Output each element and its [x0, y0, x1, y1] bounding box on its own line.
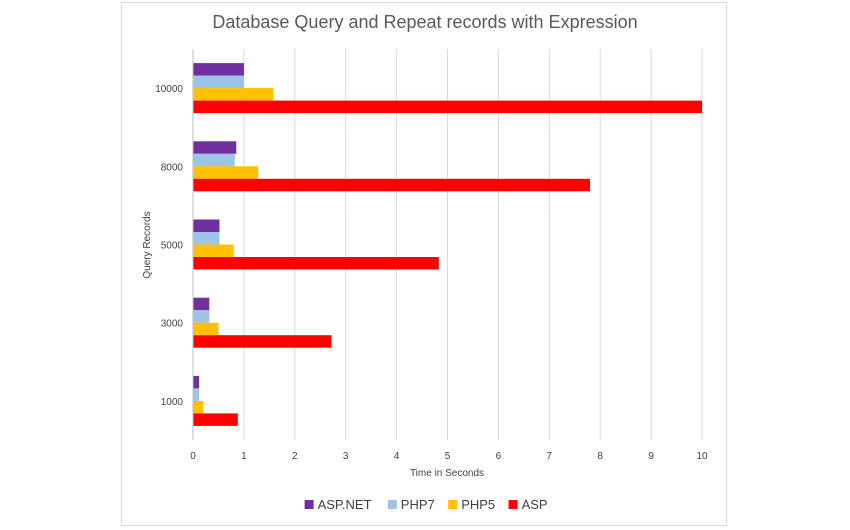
x-tick-label: 5 [445, 451, 451, 462]
bar-asp-net-10000 [193, 63, 244, 76]
legend-swatch [304, 500, 314, 509]
x-tick-labels: 0 1 2 3 4 5 6 7 8 9 10 [190, 451, 708, 462]
legend: ASP.NET PHP7 PHP5 ASP [304, 497, 548, 512]
x-tick-label: 2 [292, 451, 298, 462]
legend-label: PHP7 [401, 497, 435, 512]
legend-swatch [508, 500, 518, 509]
y-axis-title: Query Records [142, 211, 153, 278]
bar-php7-5000 [193, 232, 220, 245]
bar-php5-5000 [193, 244, 234, 257]
bar-php7-1000 [193, 388, 200, 401]
x-tick-label: 1 [241, 451, 247, 462]
x-axis-title: Time in Seconds [410, 468, 484, 479]
bar-asp-1000 [193, 413, 238, 426]
bar-asp-net-3000 [193, 297, 210, 311]
y-tick-label: 8000 [161, 162, 184, 173]
chart-container: Database Query and Repeat records with E… [121, 2, 727, 526]
chart-title: Database Query and Repeat records with E… [212, 12, 637, 32]
bar-php7-3000 [193, 310, 210, 323]
bar-asp-3000 [193, 335, 332, 348]
legend-item-asp: ASP [508, 497, 548, 512]
bar-php7-10000 [193, 75, 244, 89]
bars [193, 63, 702, 426]
x-tick-label: 7 [547, 451, 553, 462]
bar-asp-5000 [193, 257, 439, 270]
y-tick-labels: 1000 3000 5000 8000 10000 [155, 84, 183, 408]
y-tick-label: 3000 [161, 319, 184, 330]
y-tick-label: 1000 [161, 397, 184, 408]
bar-asp-10000 [193, 100, 702, 114]
x-tick-label: 4 [394, 451, 400, 462]
bar-php5-8000 [193, 166, 259, 179]
legend-swatch [448, 500, 458, 509]
x-tick-label: 0 [190, 451, 196, 462]
legend-label: ASP.NET [318, 497, 372, 512]
bar-asp-8000 [193, 178, 591, 192]
bar-asp-net-1000 [193, 375, 200, 389]
legend-item-php7: PHP7 [387, 497, 435, 512]
y-tick-label: 10000 [155, 84, 183, 95]
legend-label: ASP [522, 497, 548, 512]
legend-swatch [387, 500, 397, 509]
bar-chart: Database Query and Repeat records with E… [142, 12, 708, 512]
x-tick-label: 8 [597, 451, 603, 462]
bar-asp-net-5000 [193, 219, 220, 232]
bar-asp-net-8000 [193, 141, 237, 154]
gridlines [243, 49, 703, 440]
bar-php5-10000 [193, 88, 274, 101]
x-tick-label: 9 [648, 451, 654, 462]
legend-item-asp-net: ASP.NET [304, 497, 372, 512]
legend-label: PHP5 [461, 497, 495, 512]
bar-php5-3000 [193, 322, 219, 336]
y-tick-label: 5000 [161, 241, 184, 252]
x-tick-label: 10 [696, 451, 708, 462]
legend-item-php5: PHP5 [448, 497, 495, 512]
x-tick-label: 3 [343, 451, 349, 462]
bar-php5-1000 [193, 400, 204, 414]
x-tick-label: 6 [496, 451, 502, 462]
bar-php7-8000 [193, 153, 235, 167]
